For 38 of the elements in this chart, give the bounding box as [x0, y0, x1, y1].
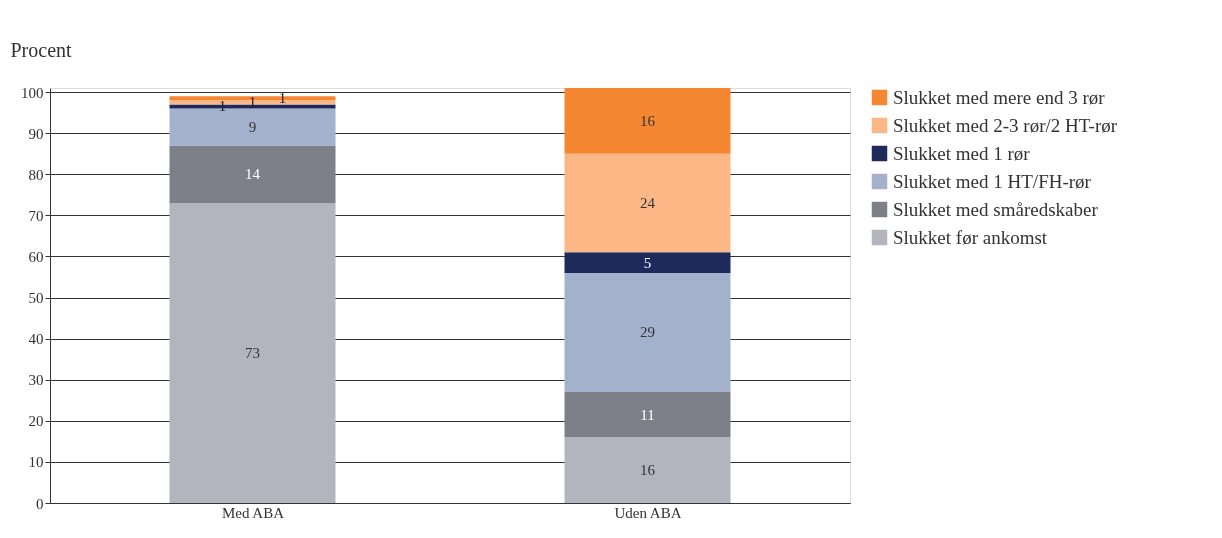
y-axis-title: Procent [10, 38, 73, 61]
data-label: 73 [245, 345, 260, 362]
y-tick-label: 90 [28, 125, 44, 142]
bar [564, 88, 731, 154]
legend-label: Slukket med småredskaber [893, 198, 1099, 220]
data-label: 9 [248, 119, 257, 136]
x-tick-label: Uden ABA [614, 504, 682, 521]
data-label: 24 [640, 195, 656, 212]
data-label: 1 [218, 98, 227, 115]
data-label: 14 [245, 166, 261, 183]
y-tick-label: 10 [28, 454, 44, 471]
bar [564, 437, 731, 503]
data-label: 29 [640, 324, 655, 341]
legend-label: Slukket med 2-3 rør/2 HT-rør [893, 114, 1118, 136]
data-label: 5 [643, 254, 652, 271]
bar [169, 203, 336, 503]
bar [564, 272, 731, 393]
y-tick-label: 60 [28, 248, 44, 265]
y-tick-label: 50 [28, 290, 44, 307]
y-tick-label: 20 [28, 413, 44, 430]
legend-label: Slukket med 1 HT/FH-rør [893, 170, 1092, 192]
y-tick-label: 70 [28, 207, 44, 224]
legend-label: Slukket med 1 rør [893, 142, 1031, 164]
bar [564, 252, 731, 273]
x-tick-label: Med ABA [221, 504, 285, 521]
data-label: 16 [640, 462, 656, 479]
y-tick-label: 30 [28, 372, 44, 389]
y-tick-label: 100 [21, 84, 44, 101]
y-tick-label: 0 [36, 495, 44, 512]
bar [564, 392, 731, 438]
y-tick-label: 80 [28, 166, 44, 183]
data-label: 16 [640, 112, 656, 129]
legend-label: Slukket før ankomst [893, 226, 1048, 248]
y-tick-label: 40 [28, 331, 44, 348]
data-label: 11 [640, 406, 655, 423]
legend-label: Slukket med mere end 3 rør [893, 86, 1106, 108]
bar [169, 145, 336, 204]
bar [564, 153, 731, 253]
